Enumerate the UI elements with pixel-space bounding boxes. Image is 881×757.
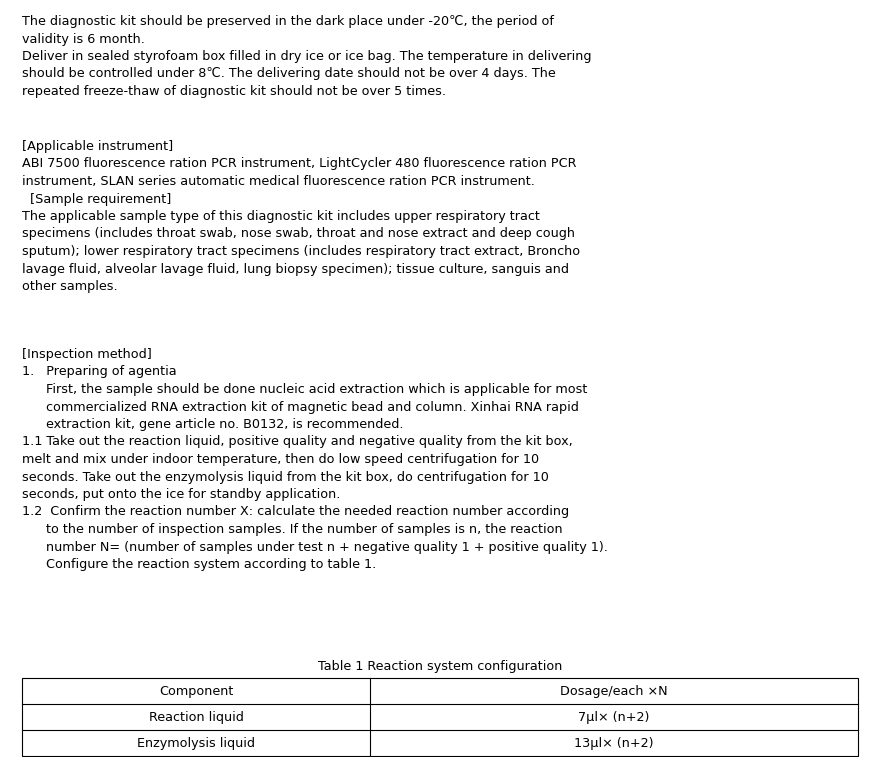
Text: [Applicable instrument]
ABI 7500 fluorescence ration PCR instrument, LightCycler: [Applicable instrument] ABI 7500 fluores… <box>22 140 580 293</box>
Text: 7μl× (n+2): 7μl× (n+2) <box>578 711 649 724</box>
Text: The diagnostic kit should be preserved in the dark place under -20℃, the period : The diagnostic kit should be preserved i… <box>22 15 591 98</box>
Bar <box>22 678 858 756</box>
Text: Reaction liquid: Reaction liquid <box>149 711 243 724</box>
Text: Dosage/each ×N: Dosage/each ×N <box>560 684 668 697</box>
Text: Table 1 Reaction system configuration: Table 1 Reaction system configuration <box>318 660 562 673</box>
Text: 13μl× (n+2): 13μl× (n+2) <box>574 737 654 749</box>
Text: [Inspection method]
1.   Preparing of agentia
      First, the sample should be : [Inspection method] 1. Preparing of agen… <box>22 348 608 571</box>
Text: Enzymolysis liquid: Enzymolysis liquid <box>137 737 255 749</box>
Text: Component: Component <box>159 684 233 697</box>
